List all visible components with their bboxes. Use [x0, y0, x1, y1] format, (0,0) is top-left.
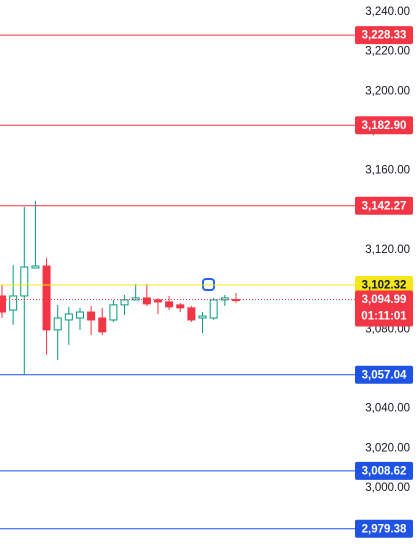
price-label: 3,094.99	[362, 294, 407, 306]
candle-body	[42, 265, 51, 331]
price-label: 3,102.32	[362, 280, 407, 292]
candle-body	[31, 265, 40, 269]
y-tick-label: 3,040.00	[365, 403, 410, 415]
candle-body	[209, 299, 218, 319]
price-label: 2,979.38	[362, 523, 407, 535]
price-label-box	[355, 290, 413, 327]
candle-body	[98, 317, 107, 333]
price-label: 3,008.62	[362, 465, 407, 477]
candle-body	[231, 299, 240, 302]
y-tick-label: 3,120.00	[365, 244, 410, 256]
y-tick-label: 3,160.00	[365, 165, 410, 177]
candle-body	[142, 297, 151, 305]
price-label-box	[355, 519, 413, 538]
candle-body	[176, 304, 185, 309]
y-tick-label: 3,220.00	[365, 46, 410, 58]
price-label: 3,142.27	[362, 200, 407, 212]
price-label: 3,182.90	[362, 120, 407, 132]
candle-body	[120, 299, 129, 306]
price-label-box	[355, 276, 413, 295]
candle-body	[64, 313, 73, 321]
price-label-box	[355, 116, 413, 135]
candle-body	[165, 301, 174, 308]
price-label: 3,228.33	[362, 30, 407, 42]
candle-body	[109, 304, 118, 321]
candle-body	[0, 295, 6, 313]
candle-body	[20, 266, 29, 297]
price-label-box	[355, 26, 413, 45]
candle-body	[53, 317, 62, 331]
candle-body	[9, 295, 18, 311]
price-label-box	[355, 365, 413, 384]
y-tick-label: 3,240.00	[365, 6, 410, 18]
alert-icon[interactable]	[202, 278, 215, 291]
y-tick-label: 3,200.00	[365, 85, 410, 97]
candle-body	[75, 311, 84, 319]
candle-body	[198, 315, 207, 319]
candle-body	[87, 311, 96, 321]
countdown: 01:11:01	[361, 311, 407, 323]
y-tick-label: 3,000.00	[365, 482, 410, 494]
price-label-box	[355, 196, 413, 215]
candle-body	[187, 307, 196, 321]
candle-body	[220, 297, 229, 301]
price-label-box	[355, 461, 413, 480]
price-label: 3,057.04	[362, 369, 407, 381]
y-tick-label: 3,020.00	[365, 442, 410, 454]
candle-body	[153, 299, 162, 303]
